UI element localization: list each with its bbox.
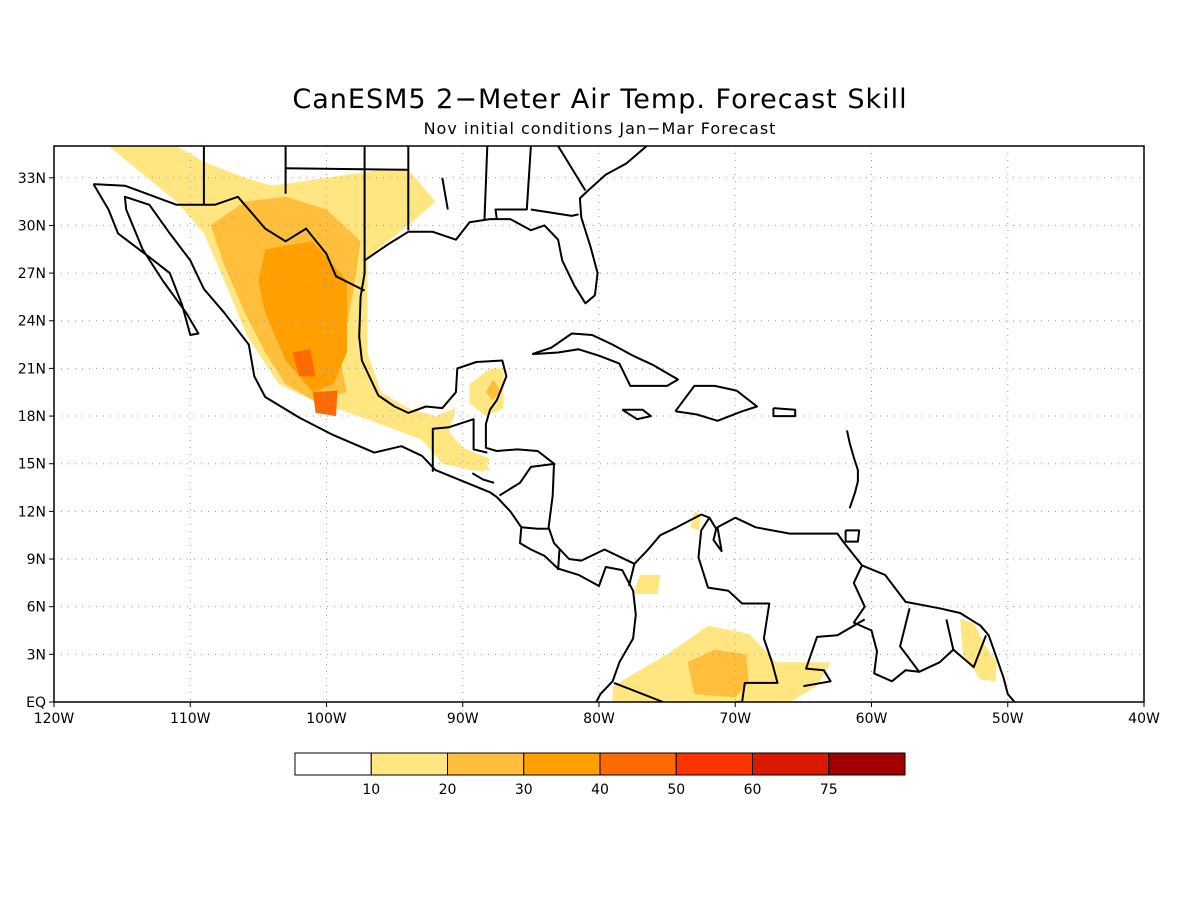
coastline-path: [441, 177, 449, 210]
y-tick-label: 12N: [18, 504, 46, 520]
colorbar-label: 60: [744, 782, 762, 798]
coastline-path: [531, 332, 679, 387]
y-tick-label: 18N: [18, 409, 46, 425]
coastline-path: [498, 462, 556, 497]
coastline-path: [899, 608, 955, 673]
coastline-path: [846, 430, 859, 509]
coastline-path: [431, 418, 488, 472]
coastline-path: [557, 146, 587, 192]
colorbar-swatch: [828, 752, 906, 776]
coastline-path: [521, 526, 549, 530]
skill-region-4: [292, 349, 316, 377]
colorbar-swatch: [447, 752, 525, 776]
coastline-path: [471, 472, 495, 484]
x-tick-label: 110W: [170, 711, 211, 727]
x-tick-label: 60W: [856, 711, 888, 727]
x-tick-label: 90W: [447, 711, 479, 727]
y-tick-label: 21N: [18, 361, 46, 377]
skill-region-12: [687, 649, 749, 698]
skill-region-3: [258, 241, 347, 393]
coastline-path: [674, 384, 758, 422]
colorbar-swatch: [675, 752, 753, 776]
colorbar-swatch: [752, 752, 830, 776]
y-tick-label: 30N: [18, 218, 46, 234]
coastline-path: [621, 408, 652, 421]
coastline-path: [483, 146, 489, 220]
coastline-path: [952, 634, 987, 669]
map-subtitle: Nov initial conditions Jan−Mar Forecast: [423, 119, 777, 138]
colorbar-label: 20: [439, 782, 457, 798]
coastline-path: [557, 549, 561, 571]
x-tick-label: 120W: [34, 711, 75, 727]
colorbar-label: 30: [515, 782, 533, 798]
coastline-path: [772, 407, 797, 418]
colorbar-label: 50: [667, 782, 685, 798]
coastline-path: [628, 563, 636, 587]
coastline-path: [93, 183, 366, 292]
colorbar-swatch: [370, 752, 448, 776]
y-tick-label: 9N: [27, 552, 46, 568]
skill-region-8: [453, 455, 490, 471]
colorbar-label: 10: [362, 782, 380, 798]
coastline-path: [494, 146, 532, 220]
coastline-path: [364, 146, 648, 305]
y-tick-label: 33N: [18, 171, 46, 187]
x-tick-label: 50W: [992, 711, 1024, 727]
y-tick-label: 15N: [18, 457, 46, 473]
y-tick-label: 27N: [18, 266, 46, 282]
coastline-path: [844, 529, 861, 543]
x-tick-label: 40W: [1128, 711, 1160, 727]
skill-region-13: [960, 619, 997, 682]
x-tick-label: 100W: [306, 711, 347, 727]
colorbar-label: 75: [820, 782, 838, 798]
skill-region-5: [312, 390, 338, 417]
coastline-path: [613, 681, 664, 702]
y-tick-label: 24N: [18, 314, 46, 330]
colorbar-label: 40: [591, 782, 609, 798]
map-title: CanESM5 2−Meter Air Temp. Forecast Skill: [292, 84, 908, 115]
coastline-path: [803, 618, 866, 688]
skill-region-7: [485, 379, 501, 401]
x-tick-label: 80W: [583, 711, 615, 727]
coastline-path: [92, 183, 637, 702]
x-tick-label: 70W: [719, 711, 751, 727]
coastline-path: [358, 146, 1016, 702]
y-tick-label: 6N: [27, 600, 46, 616]
colorbar-swatch: [523, 752, 601, 776]
skill-region-9: [633, 574, 661, 594]
colorbar-swatch: [599, 752, 677, 776]
coastline-path: [697, 517, 779, 702]
coastline-path: [852, 564, 920, 683]
colorbar-swatch: [294, 752, 372, 776]
y-tick-label: 3N: [27, 647, 46, 663]
coastline-path: [285, 167, 409, 171]
y-tick-label: EQ: [26, 695, 46, 711]
coastline-path: [530, 208, 579, 217]
